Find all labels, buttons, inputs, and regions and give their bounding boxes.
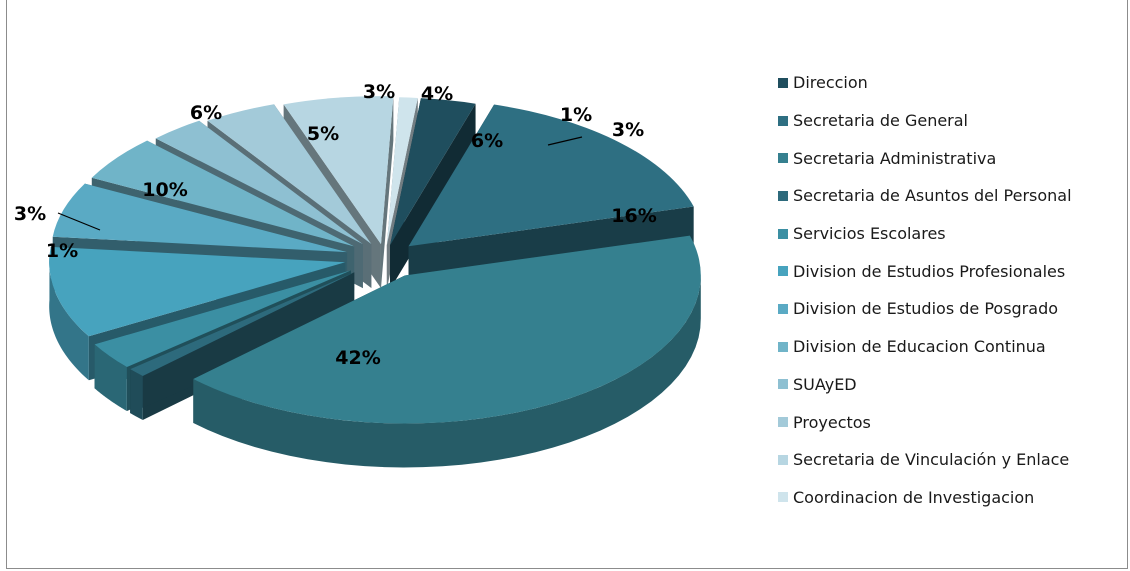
legend-label: Secretaria de Vinculación y Enlace (793, 450, 1070, 470)
legend-item: Division de Estudios Profesionales (778, 252, 1072, 290)
data-label: 16% (611, 205, 656, 227)
legend-item: Coordinacion de Investigacion (778, 479, 1072, 517)
legend-label: Division de Estudios de Posgrado (793, 299, 1059, 319)
legend-item: Secretaria de General (778, 102, 1072, 140)
legend-item: SUAyED (778, 366, 1072, 404)
legend-label: Direccion (793, 73, 868, 93)
legend-label: Division de Estudios Profesionales (793, 261, 1066, 281)
legend-label: Proyectos (793, 412, 871, 432)
legend-swatch (778, 417, 788, 428)
pie-slice-top (130, 272, 355, 376)
pie-slice-edge (94, 344, 127, 412)
data-label: 3% (612, 119, 644, 141)
legend-label: Secretaria Administrativa (793, 148, 997, 168)
legend-label: Division de Educacion Continua (793, 337, 1046, 357)
legend-swatch (778, 454, 788, 465)
legend-swatch (778, 190, 788, 201)
pie-slice-wall (130, 272, 355, 414)
chart-legend: Direccion Secretaria de General Secretaria… (778, 64, 1072, 516)
pie-slice-top (94, 270, 351, 368)
pie-slice-top (283, 96, 394, 245)
data-label: 10% (142, 179, 187, 201)
pie-slice-3 (193, 235, 701, 468)
pie-slice-edge (130, 369, 143, 420)
legend-swatch (778, 228, 788, 239)
leader-line (57, 212, 101, 231)
pie-slice-top (155, 120, 363, 245)
legend-label: Secretaria de Asuntos del Personal (793, 186, 1072, 206)
legend-swatch (778, 77, 788, 88)
legend-item: Proyectos (778, 403, 1072, 441)
legend-item: Servicios Escolares (778, 215, 1072, 253)
legend-item: Secretaria Administrativa (778, 139, 1072, 177)
legend-label: Servicios Escolares (793, 224, 946, 244)
legend-item: Secretaria de Asuntos del Personal (778, 177, 1072, 215)
data-label: 6% (471, 130, 503, 152)
legend-item: Secretaria de Vinculación y Enlace (778, 441, 1072, 479)
legend-swatch (778, 303, 788, 314)
pie-slice-wall (380, 96, 394, 289)
pie-slice-top (91, 140, 355, 247)
pie-slice-top (386, 97, 418, 246)
pie-slice-top (49, 246, 346, 337)
data-label: 5% (307, 123, 339, 145)
legend-swatch (778, 153, 788, 164)
pie-slice-edge (49, 256, 89, 381)
legend-item: Direccion (778, 64, 1072, 102)
pie-slice-top (193, 235, 701, 424)
pie-slice-edge (193, 274, 701, 468)
legend-swatch (778, 341, 788, 352)
data-label: 42% (335, 347, 380, 369)
data-label: 1% (46, 240, 78, 262)
legend-label: Coordinacion de Investigacion (793, 487, 1035, 507)
pie-slice-top (207, 104, 372, 244)
legend-swatch (778, 115, 788, 126)
pie-chart: 3%16%42%1%3%10%6%5%3% 4%6%1% (14, 81, 701, 468)
pie-slice-top (408, 104, 694, 247)
legend-swatch (778, 379, 788, 390)
data-label: 3% (363, 81, 395, 103)
data-label: 3% (14, 203, 46, 225)
legend-swatch (778, 492, 788, 503)
leader-line (547, 136, 583, 146)
legend-item: Division de Educacion Continua (778, 328, 1072, 366)
data-label: 1% (560, 104, 592, 126)
legend-item: Division de Estudios de Posgrado (778, 290, 1072, 328)
pie-slice-top (52, 183, 348, 253)
legend-label: Secretaria de General (793, 111, 968, 131)
legend-swatch (778, 266, 788, 277)
pie-slice-top (390, 98, 476, 246)
data-label: 4% (421, 83, 453, 105)
legend-label: SUAyED (793, 374, 857, 394)
data-label: 6% (190, 102, 222, 124)
